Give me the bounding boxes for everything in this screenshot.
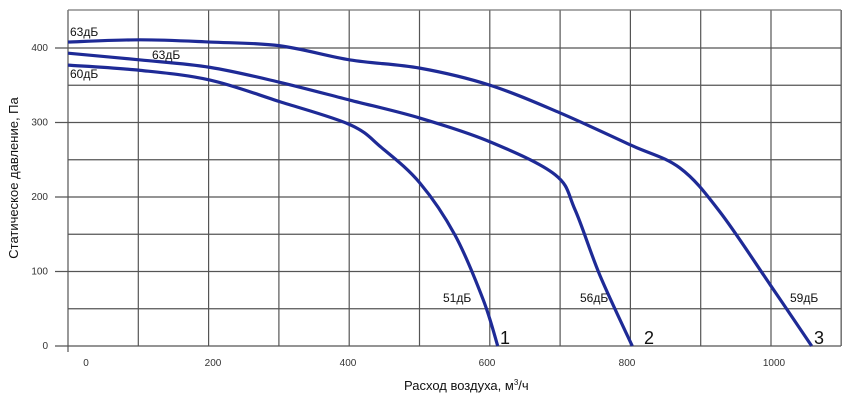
x-tick-label: 1000 — [763, 358, 786, 369]
x-axis-ticks: 0 200 400 600 800 1000 — [83, 358, 785, 369]
curve-2-start-noise-label: 63дБ — [152, 48, 180, 62]
curve-2 — [67, 51, 634, 347]
curve-1-number: 1 — [500, 328, 510, 348]
y-tick-label: 100 — [31, 267, 48, 278]
curve-2-number: 2 — [644, 328, 654, 348]
performance-curves — [67, 38, 814, 347]
y-tick-label: 300 — [31, 118, 48, 129]
curve-3-end-noise-label: 59дБ — [790, 291, 818, 305]
curve-3 — [67, 38, 814, 347]
curve-1 — [67, 63, 500, 347]
x-tick-label: 600 — [479, 358, 496, 369]
x-tick-label: 200 — [205, 358, 222, 369]
curve-1-start-noise-label: 60дБ — [70, 67, 98, 81]
curve-1-end-noise-label: 51дБ — [443, 291, 471, 305]
y-axis-title: Статическое давление, Па — [6, 97, 21, 259]
y-axis-ticks: 0 100 200 300 400 — [31, 43, 48, 352]
curve-2-end-noise-label: 56дБ — [580, 291, 608, 305]
curve-labels: 60дБ 51дБ 1 63дБ 56дБ 2 63дБ 59дБ 3 — [70, 25, 824, 348]
x-tick-label: 400 — [340, 358, 357, 369]
y-tick-label: 400 — [31, 43, 48, 54]
y-tick-label: 200 — [31, 192, 48, 203]
curve-3-start-noise-label: 63дБ — [70, 25, 98, 39]
y-tick-label: 0 — [42, 341, 48, 352]
x-axis-title: Расход воздуха, м3/ч — [404, 378, 529, 393]
x-tick-label: 0 — [83, 358, 89, 369]
curve-3-number: 3 — [814, 328, 824, 348]
x-tick-label: 800 — [619, 358, 636, 369]
